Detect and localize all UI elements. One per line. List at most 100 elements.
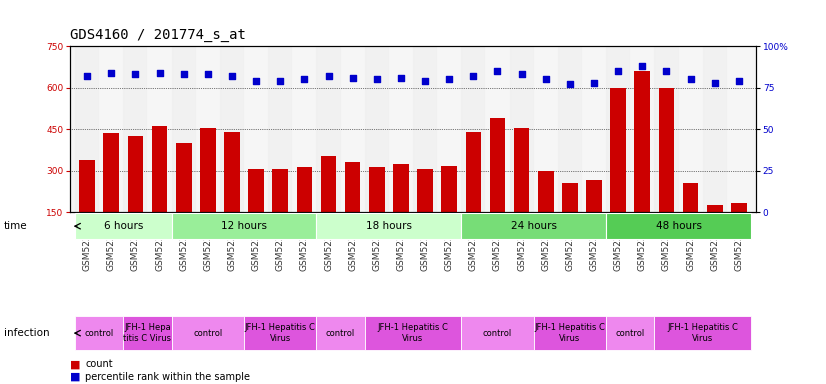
Bar bbox=[727, 46, 751, 212]
Bar bbox=[316, 46, 340, 212]
Bar bbox=[534, 316, 606, 350]
Text: control: control bbox=[326, 329, 355, 338]
Point bbox=[660, 68, 673, 74]
Bar bbox=[152, 126, 168, 254]
Bar bbox=[586, 180, 602, 254]
Point bbox=[346, 74, 359, 81]
Bar bbox=[244, 46, 268, 212]
Bar bbox=[413, 46, 437, 212]
Point bbox=[249, 78, 263, 84]
Bar bbox=[127, 136, 143, 254]
Bar bbox=[123, 46, 148, 212]
Bar bbox=[316, 316, 365, 350]
Text: 18 hours: 18 hours bbox=[366, 221, 412, 231]
Bar bbox=[103, 133, 119, 254]
Point bbox=[563, 81, 577, 88]
Bar bbox=[369, 167, 385, 254]
Bar bbox=[148, 46, 172, 212]
Point bbox=[105, 70, 118, 76]
Point bbox=[611, 68, 624, 74]
Bar bbox=[461, 46, 486, 212]
Text: JFH-1 Hepatitis C
Virus: JFH-1 Hepatitis C Virus bbox=[534, 323, 605, 343]
Bar bbox=[320, 156, 336, 254]
Bar bbox=[200, 128, 216, 254]
Bar bbox=[172, 214, 316, 239]
Text: JFH-1 Hepatitis C
Virus: JFH-1 Hepatitis C Virus bbox=[377, 323, 449, 343]
Bar bbox=[658, 88, 674, 254]
Point bbox=[297, 76, 311, 83]
Bar bbox=[654, 316, 751, 350]
Bar bbox=[268, 46, 292, 212]
Bar bbox=[562, 183, 577, 254]
Text: JFH-1 Hepa
titis C Virus: JFH-1 Hepa titis C Virus bbox=[123, 323, 172, 343]
Bar bbox=[365, 316, 461, 350]
Point bbox=[491, 68, 504, 74]
Point bbox=[225, 73, 239, 79]
Bar bbox=[606, 316, 654, 350]
Text: percentile rank within the sample: percentile rank within the sample bbox=[85, 372, 250, 382]
Bar bbox=[707, 205, 723, 254]
Bar bbox=[538, 171, 553, 254]
Bar bbox=[606, 46, 630, 212]
Text: time: time bbox=[4, 221, 28, 231]
Bar bbox=[292, 46, 316, 212]
Point bbox=[129, 71, 142, 78]
Bar bbox=[703, 46, 727, 212]
Bar bbox=[582, 46, 606, 212]
Bar bbox=[172, 316, 244, 350]
Point bbox=[202, 71, 215, 78]
Point bbox=[539, 76, 553, 83]
Point bbox=[684, 76, 697, 83]
Bar bbox=[273, 169, 288, 254]
Bar bbox=[606, 214, 751, 239]
Bar bbox=[224, 132, 240, 254]
Point bbox=[443, 76, 456, 83]
Text: control: control bbox=[193, 329, 222, 338]
Bar bbox=[176, 143, 192, 254]
Bar bbox=[99, 46, 123, 212]
Bar bbox=[172, 46, 196, 212]
Point bbox=[708, 79, 721, 86]
Bar bbox=[510, 46, 534, 212]
Bar bbox=[461, 316, 534, 350]
Bar bbox=[534, 46, 558, 212]
Bar bbox=[123, 316, 172, 350]
Bar bbox=[75, 46, 99, 212]
Text: 12 hours: 12 hours bbox=[221, 221, 267, 231]
Text: GDS4160 / 201774_s_at: GDS4160 / 201774_s_at bbox=[70, 28, 246, 42]
Bar bbox=[654, 46, 678, 212]
Text: control: control bbox=[84, 329, 114, 338]
Bar bbox=[486, 46, 510, 212]
Bar bbox=[466, 132, 482, 254]
Text: infection: infection bbox=[4, 328, 50, 338]
Bar bbox=[297, 167, 312, 254]
Bar bbox=[417, 169, 433, 254]
Bar bbox=[389, 46, 413, 212]
Bar bbox=[678, 46, 703, 212]
Bar bbox=[365, 46, 389, 212]
Text: count: count bbox=[85, 359, 112, 369]
Bar bbox=[244, 316, 316, 350]
Text: ■: ■ bbox=[70, 359, 81, 369]
Bar bbox=[316, 214, 461, 239]
Bar bbox=[514, 128, 529, 254]
Bar bbox=[634, 71, 650, 254]
Point bbox=[322, 73, 335, 79]
Bar bbox=[79, 160, 95, 254]
Point bbox=[467, 73, 480, 79]
Text: control: control bbox=[615, 329, 645, 338]
Point bbox=[636, 63, 649, 69]
Bar bbox=[630, 46, 654, 212]
Point bbox=[419, 78, 432, 84]
Bar bbox=[461, 214, 606, 239]
Bar bbox=[437, 46, 461, 212]
Bar bbox=[196, 46, 220, 212]
Bar bbox=[344, 162, 360, 254]
Bar bbox=[441, 166, 457, 254]
Bar bbox=[683, 183, 699, 254]
Text: control: control bbox=[483, 329, 512, 338]
Text: ■: ■ bbox=[70, 372, 81, 382]
Bar bbox=[490, 118, 506, 254]
Bar bbox=[731, 203, 747, 254]
Text: 6 hours: 6 hours bbox=[103, 221, 143, 231]
